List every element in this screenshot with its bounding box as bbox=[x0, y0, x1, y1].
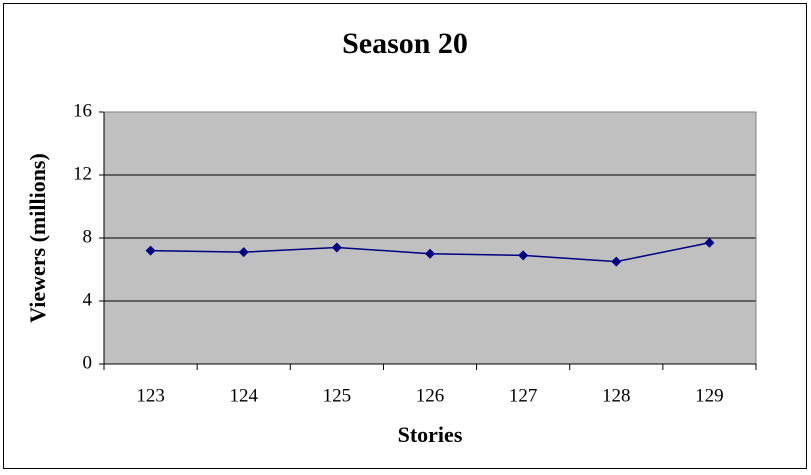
y-tick-label: 12 bbox=[73, 163, 92, 184]
data-point bbox=[425, 248, 435, 259]
data-point bbox=[238, 247, 249, 258]
x-tick-label: 129 bbox=[695, 385, 724, 406]
data-point bbox=[704, 237, 715, 248]
x-tick-label: 123 bbox=[136, 385, 165, 406]
x-tick-label: 125 bbox=[323, 385, 352, 406]
x-tick-label: 124 bbox=[229, 385, 258, 406]
data-point bbox=[518, 250, 529, 261]
data-point bbox=[331, 242, 342, 253]
data-point bbox=[611, 256, 622, 267]
data-point bbox=[145, 245, 156, 256]
y-axis-title: Viewers (millions) bbox=[25, 153, 50, 323]
x-tick-label: 127 bbox=[509, 385, 538, 406]
y-tick-label: 8 bbox=[83, 226, 93, 247]
y-tick-label: 0 bbox=[83, 352, 93, 373]
chart-title: Season 20 bbox=[342, 27, 468, 60]
x-axis-title: Stories bbox=[398, 422, 463, 447]
x-tick-label: 126 bbox=[416, 385, 445, 406]
y-tick-label: 4 bbox=[83, 289, 93, 310]
y-tick-label: 16 bbox=[73, 100, 92, 121]
x-tick-label: 128 bbox=[602, 385, 631, 406]
